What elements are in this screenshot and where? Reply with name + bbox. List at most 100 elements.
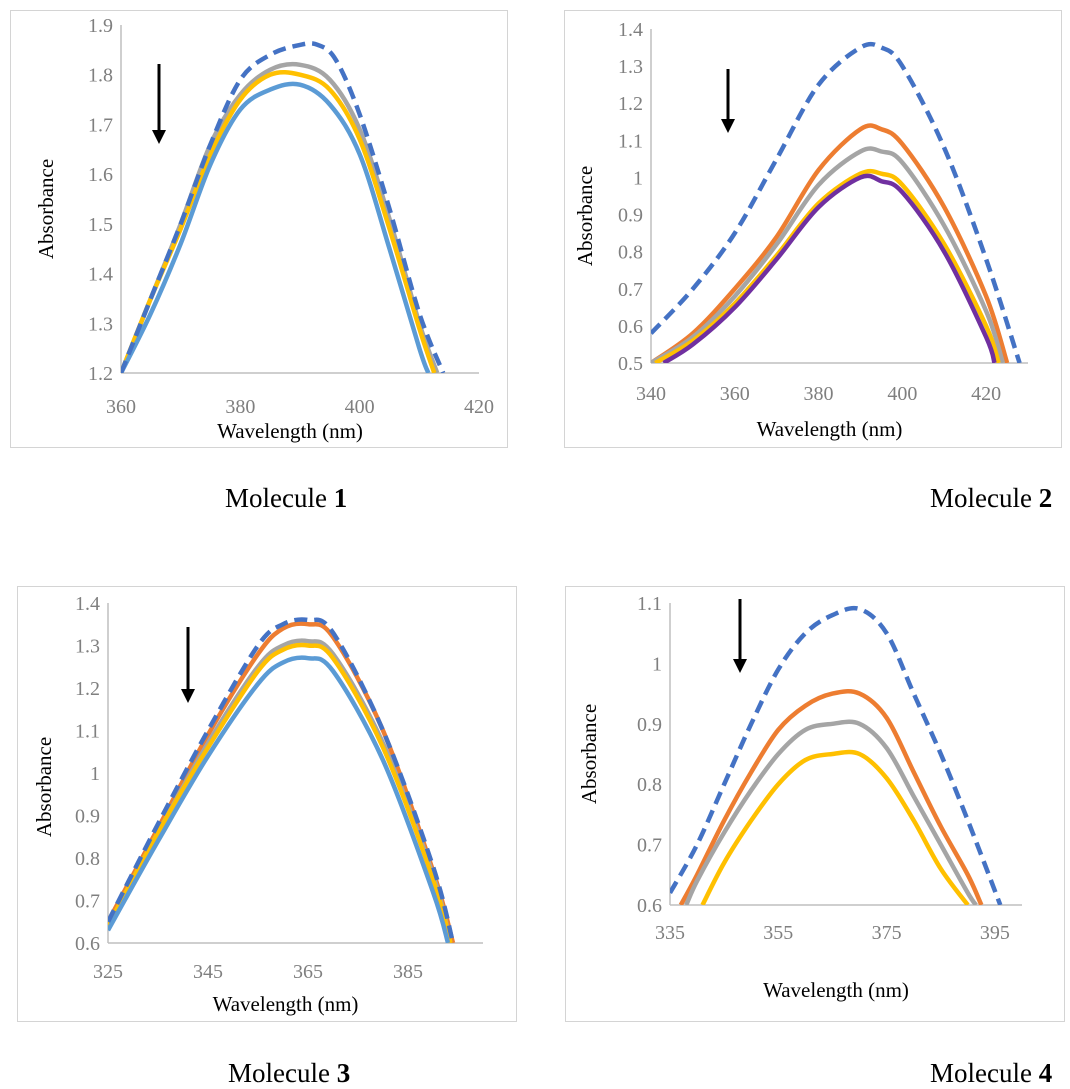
series-line [121, 61, 440, 373]
series-line [654, 168, 1001, 363]
y-tick-label: 0.6 [618, 316, 643, 338]
chart-caption-4: Molecule 4 [930, 1058, 1052, 1089]
x-tick-label: 365 [293, 961, 323, 983]
series-line [651, 123, 1010, 363]
y-tick-label: 0.8 [637, 774, 662, 796]
series-group [121, 41, 446, 373]
x-tick-label: 360 [720, 383, 750, 405]
trend-arrow-icon [181, 627, 195, 703]
y-tick-label: 0.9 [75, 806, 100, 828]
y-tick-label: 0.6 [637, 895, 662, 917]
caption-number-3: 3 [336, 1058, 351, 1088]
y-tick-label: 0.8 [75, 848, 100, 870]
chart-2: 0.5 0.6 0.7 0.8 0.9 1 1.1 1.2 1.3 1.4 340 360 380 400… [573, 19, 1028, 441]
y-tick-label: 0.6 [75, 933, 100, 955]
x-tick-label: 400 [887, 383, 917, 405]
y-tick-label: 1 [652, 653, 662, 675]
y-tick-label: 1.1 [618, 130, 643, 152]
y-axis-title: Absorbance [34, 159, 58, 259]
x-tick-label: 400 [345, 396, 375, 418]
y-tick-label: 1.3 [88, 313, 113, 335]
trend-arrow-icon [152, 64, 166, 144]
x-axis-title: Wavelength (nm) [757, 417, 903, 441]
y-axis-title: Absorbance [32, 737, 56, 837]
y-tick-label: 1.7 [88, 114, 113, 136]
y-tick-label: 1.3 [618, 56, 643, 78]
chart-4: 0.6 0.7 0.8 0.9 1 1.1 335 355 375 395 Wavelength (… [577, 593, 1022, 1002]
chart-panel-4: 0.6 0.7 0.8 0.9 1 1.1 335 355 375 395 Wavelength (… [565, 586, 1065, 1022]
chart-caption-1: Molecule 1 [225, 483, 347, 514]
y-tick-label: 0.9 [618, 205, 643, 227]
x-tick-label: 355 [763, 922, 793, 944]
y-tick-label: 1.4 [88, 264, 113, 286]
series-line-dashed [108, 617, 456, 943]
x-tick-label: 420 [464, 396, 494, 418]
x-axis-title: Wavelength (nm) [763, 978, 909, 1002]
y-tick-label: 1.1 [637, 593, 662, 615]
x-tick-label: 345 [193, 961, 223, 983]
x-tick-label: 340 [636, 383, 666, 405]
y-tick-label: 1.2 [88, 363, 113, 385]
series-line [108, 642, 453, 943]
caption-number-2: 2 [1038, 483, 1053, 513]
y-tick-label: 1.3 [75, 636, 100, 658]
series-line [108, 655, 451, 943]
series-line [700, 749, 970, 905]
y-tick-label: 0.5 [618, 353, 643, 375]
x-axis-title: Wavelength (nm) [217, 419, 363, 443]
y-tick-label: 1.6 [88, 164, 113, 186]
caption-prefix-3: Molecule [228, 1058, 337, 1088]
trend-arrow-icon [733, 599, 747, 673]
caption-number-1: 1 [333, 483, 348, 513]
chart-panel-2: 0.5 0.6 0.7 0.8 0.9 1 1.1 1.2 1.3 1.4 340 360 380 400… [564, 10, 1062, 448]
y-tick-label: 0.7 [637, 835, 662, 857]
x-tick-label: 385 [393, 961, 423, 983]
series-line [121, 81, 431, 373]
series-line [678, 689, 984, 905]
chart-panel-1: 1.2 1.3 1.4 1.5 1.6 1.7 1.8 1.9 360 380 400 420 Wave… [10, 10, 508, 448]
y-tick-label: 1.1 [75, 721, 100, 743]
y-tick-label: 1.4 [75, 593, 100, 615]
y-tick-label: 0.8 [618, 242, 643, 264]
y-tick-label: 1 [90, 763, 100, 785]
chart-caption-2: Molecule 2 [930, 483, 1052, 514]
y-axis-title: Absorbance [577, 704, 601, 804]
series-line [651, 146, 1006, 363]
x-tick-label: 325 [93, 961, 123, 983]
chart-3: 0.6 0.7 0.8 0.9 1 1.1 1.2 1.3 1.4 325 345 365 385 Wav… [32, 593, 483, 1016]
series-line-dashed [670, 605, 1003, 905]
y-tick-label: 1.5 [88, 214, 113, 236]
y-tick-label: 1.4 [618, 19, 643, 41]
chart-1: 1.2 1.3 1.4 1.5 1.6 1.7 1.8 1.9 360 380 400 420 Wave… [34, 15, 494, 443]
chart-panel-3: 0.6 0.7 0.8 0.9 1 1.1 1.2 1.3 1.4 325 345 365 385 Wav… [17, 586, 517, 1022]
series-line [121, 69, 437, 373]
y-tick-label: 1 [633, 167, 643, 189]
x-tick-label: 360 [106, 396, 136, 418]
x-tick-label: 375 [872, 922, 902, 944]
series-group [670, 605, 1003, 905]
x-axis-title: Wavelength (nm) [213, 992, 359, 1016]
y-tick-label: 1.9 [88, 15, 113, 37]
trend-arrow-icon [721, 69, 735, 133]
series-group [108, 617, 456, 943]
y-tick-label: 0.7 [75, 891, 100, 913]
x-tick-label: 380 [804, 383, 834, 405]
caption-prefix-2: Molecule [930, 483, 1039, 513]
x-tick-label: 395 [980, 922, 1010, 944]
y-axis-title: Absorbance [573, 166, 597, 266]
x-tick-label: 380 [225, 396, 255, 418]
series-line-dashed [121, 41, 446, 373]
series-line [684, 719, 978, 905]
chart-caption-3: Molecule 3 [228, 1058, 350, 1089]
series-line [662, 173, 997, 363]
y-tick-label: 1.2 [75, 678, 100, 700]
series-line-dashed [651, 41, 1022, 363]
caption-prefix-4: Molecule [930, 1058, 1039, 1088]
y-tick-label: 1.2 [618, 93, 643, 115]
x-tick-label: 420 [971, 383, 1001, 405]
x-tick-label: 335 [655, 922, 685, 944]
y-tick-label: 1.8 [88, 65, 113, 87]
y-tick-label: 0.9 [637, 714, 662, 736]
caption-prefix-1: Molecule [225, 483, 334, 513]
caption-number-4: 4 [1038, 1058, 1053, 1088]
